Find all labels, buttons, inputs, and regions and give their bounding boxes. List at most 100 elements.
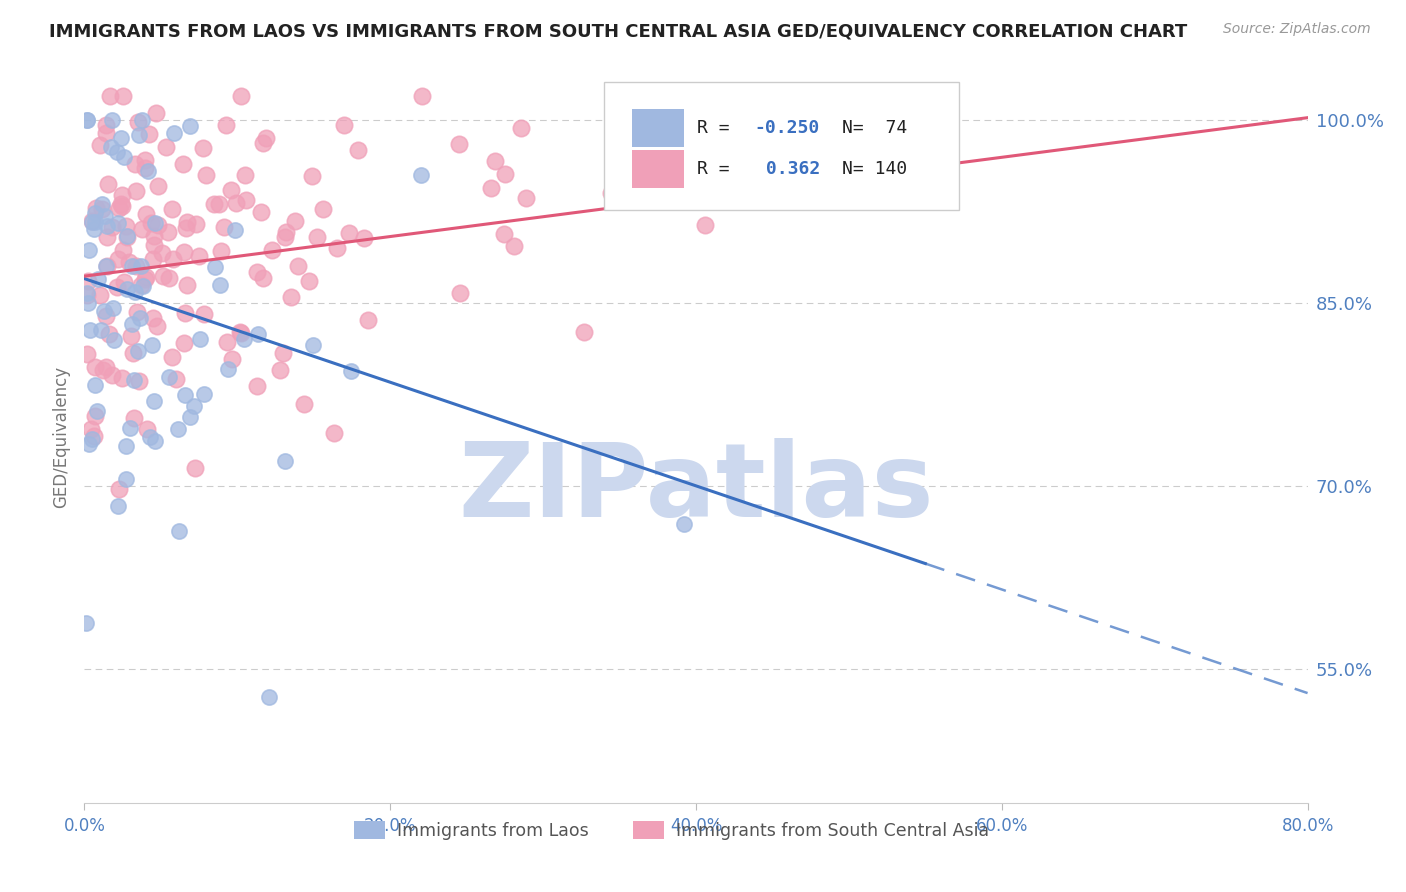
Point	[127, 115, 149, 129]
Point	[176, 277, 198, 292]
Legend: Immigrants from Laos, Immigrants from South Central Asia: Immigrants from Laos, Immigrants from So…	[347, 814, 995, 847]
Point	[101, 113, 124, 128]
Point	[202, 196, 225, 211]
Point	[141, 216, 163, 230]
Point	[84, 377, 107, 392]
Point	[98, 327, 121, 342]
Text: N= 140: N= 140	[842, 160, 907, 178]
Point	[111, 371, 134, 385]
Point	[224, 223, 246, 237]
Point	[208, 197, 231, 211]
Point	[103, 333, 125, 347]
Point	[115, 229, 138, 244]
Point	[76, 286, 98, 301]
Point	[221, 351, 243, 366]
Point	[111, 243, 134, 257]
Point	[124, 372, 146, 386]
Point	[411, 88, 433, 103]
Point	[79, 323, 101, 337]
Point	[76, 347, 98, 361]
Point	[229, 326, 252, 340]
Point	[76, 113, 98, 128]
Point	[231, 326, 253, 340]
Point	[124, 285, 146, 299]
Point	[274, 230, 297, 244]
Point	[176, 215, 198, 229]
Point	[107, 252, 129, 266]
Point	[91, 197, 114, 211]
Point	[115, 439, 138, 453]
Point	[128, 311, 150, 326]
Point	[142, 252, 165, 266]
Point	[115, 282, 138, 296]
Point	[225, 196, 247, 211]
Point	[89, 137, 111, 152]
Point	[80, 214, 103, 228]
Point	[305, 230, 328, 244]
Point	[492, 227, 515, 241]
Point	[157, 270, 180, 285]
Point	[260, 243, 283, 257]
Point	[77, 274, 100, 288]
Point	[100, 140, 122, 154]
Point	[246, 327, 269, 342]
Point	[146, 319, 169, 334]
Point	[672, 516, 695, 531]
Y-axis label: GED/Equivalency: GED/Equivalency	[52, 366, 70, 508]
Point	[132, 279, 155, 293]
Point	[121, 317, 143, 331]
Point	[142, 310, 165, 325]
Point	[118, 421, 141, 435]
Point	[138, 128, 160, 142]
Point	[249, 204, 271, 219]
Point	[134, 161, 156, 175]
Point	[127, 305, 149, 319]
Point	[323, 426, 346, 441]
Point	[128, 128, 150, 142]
Point	[150, 246, 173, 260]
Point	[94, 360, 117, 375]
Point	[141, 338, 163, 352]
Point	[449, 285, 471, 300]
Point	[173, 244, 195, 259]
FancyBboxPatch shape	[605, 82, 959, 211]
Point	[287, 259, 309, 273]
Point	[127, 344, 149, 359]
Point	[114, 219, 136, 233]
Point	[209, 244, 232, 259]
Point	[101, 301, 124, 316]
Point	[152, 268, 174, 283]
Point	[129, 259, 152, 273]
Point	[215, 118, 238, 132]
Point	[146, 178, 169, 193]
Point	[245, 265, 267, 279]
Point	[111, 88, 134, 103]
Point	[191, 141, 214, 155]
Point	[339, 226, 361, 240]
Point	[190, 332, 212, 346]
Point	[503, 239, 526, 253]
Point	[188, 250, 211, 264]
Point	[484, 153, 506, 168]
Point	[112, 275, 135, 289]
Point	[217, 362, 239, 376]
Point	[101, 219, 124, 234]
Point	[165, 372, 187, 386]
FancyBboxPatch shape	[633, 150, 683, 187]
Point	[146, 219, 169, 233]
Point	[246, 378, 269, 392]
Point	[217, 334, 239, 349]
Point	[257, 690, 280, 705]
Point	[173, 388, 195, 402]
Point	[173, 336, 195, 351]
Point	[479, 181, 502, 195]
Point	[280, 290, 302, 304]
Point	[174, 221, 197, 235]
Point	[356, 313, 378, 327]
Point	[83, 206, 105, 220]
Point	[195, 169, 218, 183]
Point	[494, 167, 516, 181]
Point	[179, 119, 201, 133]
Text: N=  74: N= 74	[842, 119, 907, 136]
Point	[91, 202, 114, 217]
